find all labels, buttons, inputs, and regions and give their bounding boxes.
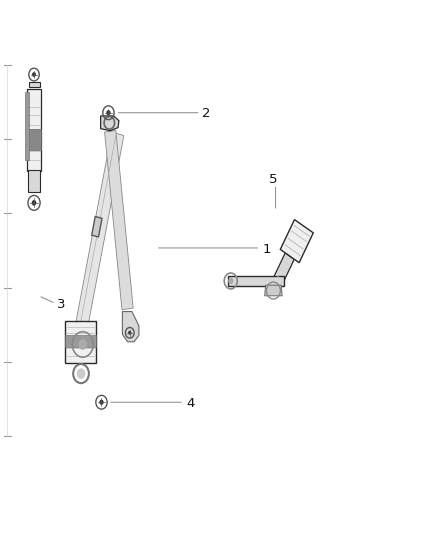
Text: 4: 4: [186, 397, 194, 410]
Text: 1: 1: [262, 243, 271, 255]
Circle shape: [99, 400, 104, 405]
Polygon shape: [265, 285, 282, 296]
Polygon shape: [105, 131, 133, 310]
Bar: [28, 170, 40, 192]
Bar: [65, 335, 96, 347]
Bar: [92, 216, 102, 237]
Polygon shape: [101, 116, 119, 131]
Polygon shape: [122, 312, 139, 342]
Polygon shape: [76, 132, 124, 325]
Circle shape: [106, 110, 111, 115]
Text: 2: 2: [202, 107, 211, 120]
Text: 5: 5: [269, 173, 278, 185]
Bar: [25, 92, 29, 160]
Text: 3: 3: [57, 298, 66, 311]
Polygon shape: [280, 220, 313, 263]
Polygon shape: [29, 82, 40, 87]
Polygon shape: [228, 276, 284, 286]
Circle shape: [77, 368, 85, 379]
Circle shape: [32, 72, 36, 77]
Bar: [27, 89, 42, 171]
Bar: [28, 128, 41, 150]
Circle shape: [32, 200, 36, 206]
Polygon shape: [269, 253, 294, 294]
Bar: [65, 320, 96, 363]
Circle shape: [228, 278, 233, 284]
Circle shape: [78, 339, 87, 350]
Circle shape: [128, 331, 131, 335]
